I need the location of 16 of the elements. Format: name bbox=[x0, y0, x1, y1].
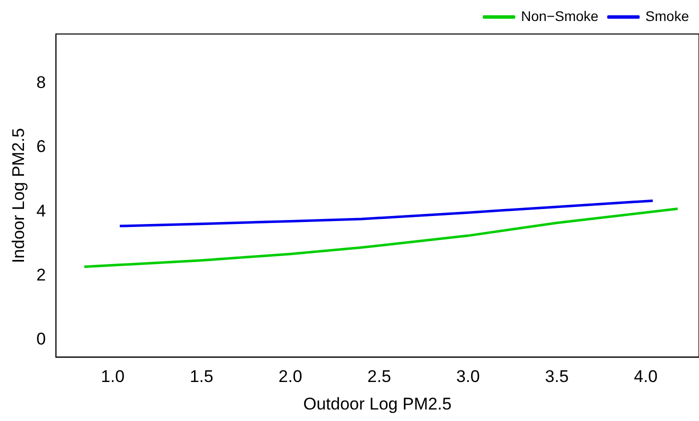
legend-label: Non−Smoke bbox=[520, 8, 599, 24]
x-tick-label: 3.5 bbox=[545, 367, 569, 386]
y-tick-label: 6 bbox=[36, 137, 46, 156]
legend-label: Smoke bbox=[645, 8, 690, 24]
y-axis-title: Indoor Log PM2.5 bbox=[8, 128, 28, 264]
x-tick-label: 2.5 bbox=[367, 367, 392, 386]
y-tick-label: 4 bbox=[36, 201, 46, 220]
y-tick-label: 8 bbox=[36, 73, 46, 92]
x-tick-label: 4.0 bbox=[634, 367, 658, 386]
y-tick-label: 2 bbox=[36, 265, 46, 284]
x-tick-label: 1.0 bbox=[100, 367, 125, 386]
x-tick-label: 3.0 bbox=[456, 367, 480, 386]
y-tick-label: 0 bbox=[36, 330, 46, 349]
x-tick-label: 1.5 bbox=[190, 367, 214, 386]
x-tick-label: 2.0 bbox=[278, 367, 302, 386]
x-axis-title: Outdoor Log PM2.5 bbox=[303, 394, 452, 414]
